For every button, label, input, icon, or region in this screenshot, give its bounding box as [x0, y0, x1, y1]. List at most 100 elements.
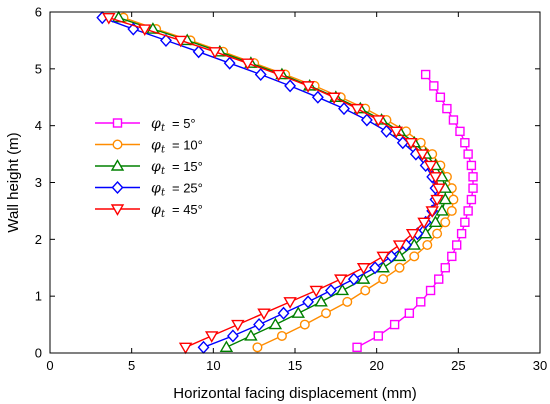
data-point: [435, 204, 449, 216]
legend-symbol: φ: [151, 159, 161, 175]
data-point: [283, 297, 297, 309]
data-point: [373, 331, 383, 341]
legend-subscript: t: [161, 123, 166, 134]
series-layer: [96, 10, 478, 355]
x-tick-label: 0: [46, 358, 53, 373]
data-point: [455, 126, 465, 137]
data-point: [219, 340, 234, 353]
data-point: [409, 251, 420, 262]
data-point: [430, 194, 444, 207]
data-point: [360, 113, 373, 127]
data-point: [276, 330, 287, 341]
data-point: [434, 274, 444, 284]
data-point: [438, 192, 452, 205]
series-line: [118, 17, 446, 348]
legend-marker: [112, 118, 123, 128]
x-tick-label: 10: [206, 358, 220, 373]
data-point: [223, 56, 236, 70]
legend-item: φ t = 45°: [95, 202, 203, 220]
x-axis-title: Horizontal facing displacement (mm): [173, 385, 416, 402]
data-point: [404, 308, 415, 318]
legend-symbol: φ: [151, 202, 161, 218]
data-point: [432, 183, 446, 196]
data-point: [271, 69, 286, 82]
legend-subscript: t: [161, 188, 166, 199]
legend-subscript: t: [161, 166, 166, 177]
data-point: [460, 138, 470, 148]
data-point: [428, 172, 443, 184]
data-point: [378, 274, 389, 285]
data-point: [376, 260, 390, 273]
data-point: [356, 263, 371, 275]
axis-ticks: 0 5 10 15 20 25 30 0 1 2 3 4 5 6: [35, 5, 547, 374]
y-tick-label: 0: [35, 346, 42, 361]
data-point: [392, 249, 407, 262]
data-point: [389, 319, 400, 330]
data-point: [301, 81, 315, 93]
data-point: [173, 35, 188, 48]
y-tick-label: 3: [35, 175, 42, 190]
data-point: [360, 285, 371, 296]
data-point: [291, 306, 305, 318]
legend-label: = 5°: [172, 116, 196, 131]
data-point: [327, 92, 341, 105]
legend-symbol: φ: [151, 116, 161, 132]
data-point: [405, 228, 420, 241]
legend-symbol: φ: [151, 181, 161, 197]
data-point: [231, 319, 245, 332]
data-point: [420, 69, 431, 80]
data-point: [160, 33, 172, 47]
data-point: [302, 295, 315, 309]
legend-marker: [111, 180, 124, 195]
legend-label: = 10°: [172, 138, 203, 153]
data-point: [417, 217, 431, 230]
data-point: [253, 318, 266, 332]
y-axis-title: Wall height (m): [5, 132, 22, 232]
data-point: [197, 340, 210, 354]
legend-item: φ t = 15°: [95, 159, 203, 177]
data-point: [447, 251, 457, 262]
data-point: [321, 308, 332, 319]
x-tick-label: 5: [128, 358, 135, 373]
y-tick-label: 2: [35, 232, 42, 247]
data-point: [369, 261, 381, 275]
x-tick-label: 30: [533, 358, 547, 373]
legend-marker: [110, 204, 125, 216]
data-point: [416, 297, 426, 307]
data-point: [356, 272, 371, 284]
data-point: [428, 215, 443, 227]
data-point: [425, 285, 436, 296]
data-point: [268, 317, 283, 330]
data-point: [226, 329, 239, 343]
data-point: [422, 240, 433, 251]
series-square: [352, 69, 478, 353]
data-point: [452, 240, 462, 250]
legend-label: = 15°: [172, 159, 203, 174]
data-point: [380, 124, 393, 138]
plot-frame: [49, 11, 541, 354]
data-point: [448, 115, 459, 125]
data-point: [244, 329, 258, 341]
data-point: [338, 102, 350, 116]
legend-item: φ t = 25°: [95, 181, 203, 199]
data-point: [178, 342, 193, 355]
data-point: [335, 283, 350, 296]
data-point: [432, 228, 443, 239]
data-point: [394, 262, 405, 273]
data-point: [456, 228, 467, 239]
data-point: [407, 238, 421, 250]
data-point: [324, 283, 337, 298]
data-point: [415, 149, 430, 161]
y-tick-label: 5: [35, 61, 42, 76]
data-point: [284, 79, 297, 93]
data-point: [342, 296, 353, 307]
legend-marker: [110, 159, 125, 171]
data-point: [442, 103, 452, 114]
legend-item: φ t = 10°: [95, 138, 203, 156]
series-diamond: [96, 11, 442, 354]
legend-subscript: t: [161, 145, 166, 156]
data-point: [435, 92, 446, 102]
data-point: [309, 285, 323, 298]
series-triangle-down: [102, 12, 446, 355]
